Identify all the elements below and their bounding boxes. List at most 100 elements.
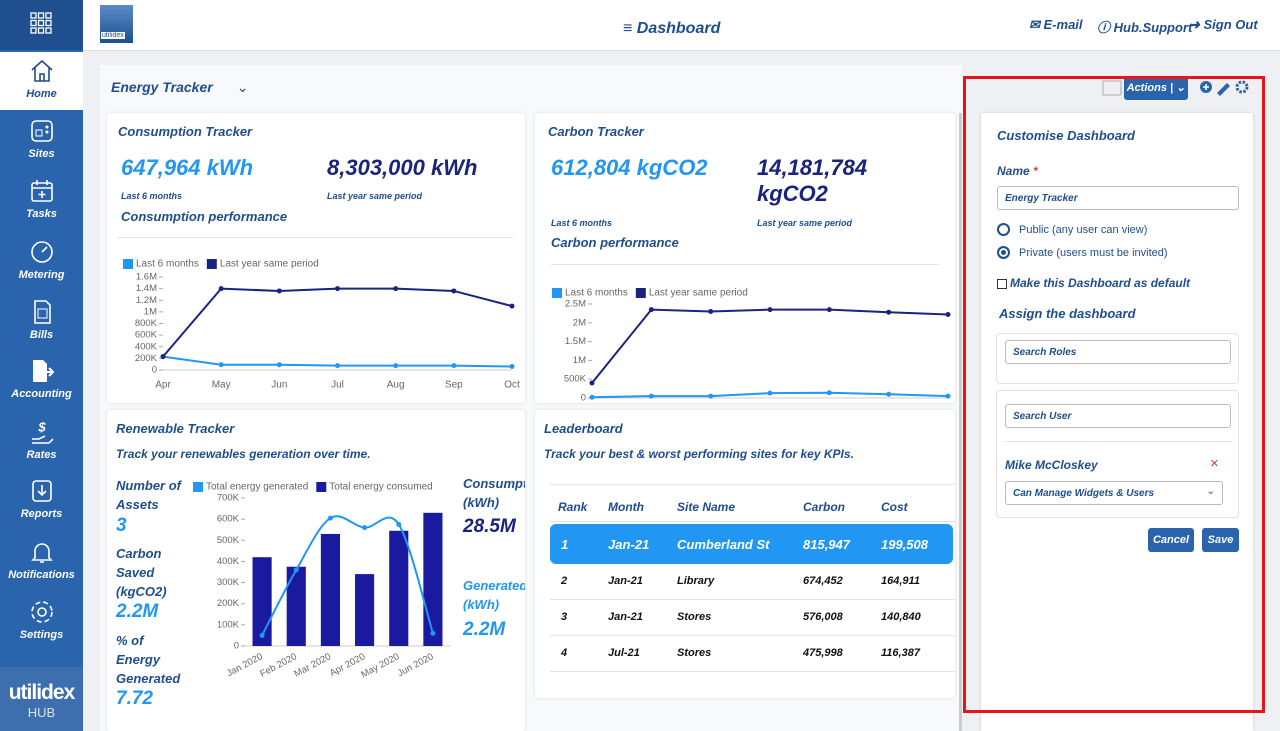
cell: Jul-21 <box>608 647 640 659</box>
radio-label: Public (any user can view) <box>1019 224 1148 236</box>
column-header: Cost <box>881 500 908 514</box>
leaderboard-widget: Leaderboard Track your best & worst perf… <box>535 410 955 698</box>
separator <box>550 484 955 485</box>
brand-sub: HUB <box>27 705 56 720</box>
header: utilidex ≡ Dashboard ✉ E-mail ⓘ Hub.Supp… <box>83 0 1280 51</box>
point <box>945 393 951 399</box>
legend-swatch <box>206 259 217 269</box>
brand: utilidex HUB <box>0 667 83 731</box>
widget-title: Leaderboard <box>544 421 623 436</box>
signout-link[interactable]: ➜ Sign Out <box>1189 17 1258 32</box>
nav-item[interactable]: Tasks <box>0 172 83 232</box>
stat-value: 3 <box>116 515 127 536</box>
nav-item[interactable]: $ Rates <box>0 413 83 473</box>
nav-item[interactable]: Reports <box>0 472 83 532</box>
legend-swatch <box>552 288 562 298</box>
widget-title: Renewable Tracker <box>116 421 235 436</box>
bar <box>389 530 409 646</box>
radio[interactable] <box>997 223 1010 236</box>
point <box>767 390 773 396</box>
x-tick-label: Apr <box>155 380 171 391</box>
y-tick-label: 100K <box>217 619 240 630</box>
point <box>218 286 224 292</box>
kpi-value: 8,303,000 kWh <box>327 155 478 180</box>
cell: Library <box>677 575 715 587</box>
widget-subtitle: Track your renewables generation over ti… <box>116 447 371 461</box>
y-tick-label: 400K <box>135 341 158 352</box>
panel-title: Customise Dashboard <box>997 128 1135 143</box>
stat-label: Generated (kWh) <box>463 578 525 612</box>
cell: Cumberland St <box>677 537 770 552</box>
nav-item[interactable]: Settings <box>0 593 83 653</box>
legend-swatch <box>635 288 646 298</box>
x-tick-label: Jan 2020 <box>225 651 265 679</box>
dashboard-select[interactable]: Energy Tracker ⌄ <box>111 79 249 95</box>
y-tick-label: 1.4M <box>136 283 157 294</box>
legend-swatch <box>193 482 203 492</box>
widget-title: Consumption Tracker <box>118 124 253 139</box>
cancel-button[interactable]: Cancel <box>1148 528 1194 552</box>
roles-input[interactable]: Search Roles <box>1005 340 1231 364</box>
cell: 3 <box>561 611 568 623</box>
point <box>826 307 832 313</box>
y-tick-label: 2.5M <box>565 299 586 310</box>
nav-label: Sites <box>28 148 55 160</box>
point <box>886 391 892 397</box>
y-tick-label: 500K <box>564 374 587 385</box>
point <box>276 362 282 368</box>
kpi-value: 612,804 kgCO2 <box>551 155 708 180</box>
radio-selected[interactable] <box>997 246 1010 259</box>
support-link[interactable]: ⓘ Hub.Support <box>1097 20 1193 35</box>
stat-label: % of Energy Generated <box>116 633 181 686</box>
radio-label: Private (users must be invited) <box>1019 247 1168 259</box>
save-button[interactable]: Save <box>1202 528 1239 552</box>
icon <box>30 601 53 623</box>
legend-label: Total energy consumed <box>329 482 432 493</box>
kpi-value: 647,964 kWh <box>121 155 254 180</box>
point <box>259 632 265 638</box>
y-tick-label: 400K <box>217 556 240 567</box>
y-tick-label: 300K <box>217 577 240 588</box>
stat-value: 2.2M <box>463 619 506 640</box>
checkbox[interactable] <box>997 279 1007 289</box>
legend-label: Last 6 months <box>136 259 199 270</box>
nav-label: Settings <box>19 629 64 641</box>
nav-label: Home <box>26 88 57 100</box>
page-title: ≡ Dashboard <box>623 20 721 37</box>
separator <box>550 671 955 672</box>
actions-button[interactable]: Actions | ⌄ <box>1124 76 1188 100</box>
y-tick-label: 700K <box>217 493 240 504</box>
consumption-chart: Last 6 months Last year same period 0200K4… <box>123 259 520 391</box>
point <box>826 390 832 396</box>
renewable-widget: Renewable Tracker Track your renewables … <box>107 410 525 731</box>
y-tick-label: 0 <box>234 641 239 652</box>
nav-item[interactable]: Accounting <box>0 352 83 412</box>
point <box>393 286 399 292</box>
cell: 164,911 <box>881 575 920 587</box>
remove-user[interactable]: × <box>1210 455 1219 472</box>
icon <box>30 241 53 263</box>
point <box>335 363 340 369</box>
nav-item[interactable]: Home <box>0 52 83 110</box>
nav-item[interactable]: Metering <box>0 233 83 293</box>
user-input[interactable]: Search User <box>1005 404 1231 428</box>
separator <box>550 599 955 600</box>
cell: 1 <box>561 537 569 552</box>
stat-value: 2.2M <box>116 601 159 622</box>
y-tick-label: 1.5M <box>565 336 586 347</box>
nav-item[interactable]: Bills <box>0 293 83 353</box>
y-tick-label: 1M <box>573 355 586 366</box>
x-tick-label: Mar 2020 <box>292 651 333 680</box>
nav-item[interactable]: Sites <box>0 112 83 172</box>
y-tick-label: 0 <box>152 365 157 376</box>
email-link[interactable]: ✉ E-mail <box>1029 17 1083 32</box>
highlight-row[interactable] <box>550 524 953 564</box>
name-input[interactable]: Energy Tracker <box>997 186 1239 210</box>
user-name: Mike McCloskey <box>1005 458 1098 472</box>
nav-item[interactable]: Notifications <box>0 533 83 593</box>
apps-menu[interactable] <box>0 0 83 50</box>
cell: 576,008 <box>803 611 843 623</box>
tool-icons[interactable] <box>1197 78 1251 96</box>
permission-select[interactable]: Can Manage Widgets & Users ⌄ <box>1005 481 1223 505</box>
